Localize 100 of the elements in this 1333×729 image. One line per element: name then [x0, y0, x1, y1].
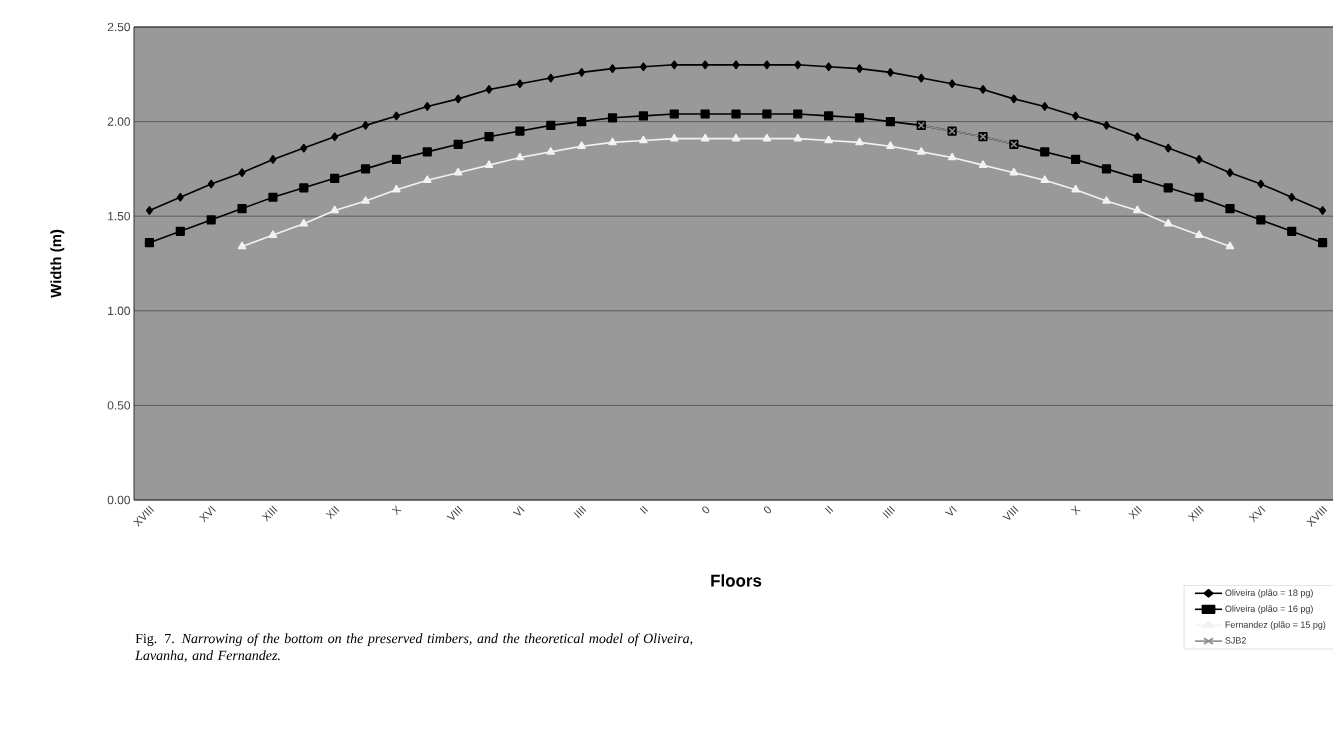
- x-tick-label: VIII: [1002, 505, 1019, 520]
- legend-label: Oliveira (plão = 18 pg): [1225, 589, 1313, 598]
- legend-label: Oliveira (plão = 16 pg): [1225, 605, 1313, 614]
- point: [731, 109, 741, 119]
- point: [1194, 192, 1204, 202]
- y-tick-label: 2.50: [107, 22, 131, 32]
- point: [886, 67, 894, 77]
- point: [700, 133, 710, 142]
- point: [485, 85, 493, 94]
- point: [1225, 204, 1235, 214]
- point: [546, 120, 556, 130]
- point: [1288, 192, 1296, 202]
- point: [1194, 230, 1204, 238]
- point: [206, 215, 216, 225]
- point: [824, 111, 834, 121]
- point: [1010, 94, 1018, 104]
- point: [670, 133, 679, 142]
- point: [268, 192, 278, 202]
- y-tick-label: 2.00: [107, 117, 131, 126]
- x-tick-label: XIII: [261, 505, 278, 522]
- point: [578, 67, 586, 77]
- point: [144, 238, 155, 248]
- y-tick-label: 1.00: [108, 306, 131, 316]
- x-tick-label: IIII: [882, 505, 895, 519]
- point: [422, 147, 432, 157]
- point: [454, 94, 462, 104]
- x-tick-label: VIII: [446, 505, 463, 520]
- point: [453, 139, 463, 149]
- x-tick-label: XVI: [1248, 505, 1266, 523]
- point: [762, 133, 772, 142]
- point: [1257, 179, 1265, 189]
- point: [1256, 215, 1266, 225]
- x-tick-label: X: [391, 505, 402, 516]
- point: [547, 73, 555, 83]
- y-tick-label: 0.00: [107, 495, 131, 505]
- point: [609, 64, 617, 74]
- point: [885, 116, 895, 127]
- point: [731, 133, 741, 142]
- point: [1072, 111, 1080, 121]
- point: [825, 62, 833, 72]
- point: [1040, 147, 1050, 157]
- point: [546, 147, 556, 155]
- point: [638, 111, 648, 121]
- x-tick-label: XIII: [1187, 505, 1204, 522]
- x-tick-label: XII: [1128, 505, 1142, 520]
- y-tick-label: 0.50: [107, 401, 131, 410]
- point: [516, 79, 524, 89]
- point: [1101, 164, 1112, 174]
- x-tick-label: 0: [763, 506, 771, 514]
- point: [700, 109, 710, 119]
- point: [1133, 205, 1142, 214]
- point: [793, 133, 803, 142]
- point: [361, 196, 370, 204]
- point: [732, 60, 740, 70]
- point: [391, 154, 402, 165]
- point: [423, 102, 431, 111]
- point: [176, 192, 184, 202]
- x-axis-title: Floors: [711, 574, 762, 587]
- point: [238, 168, 246, 178]
- point: [854, 113, 865, 123]
- point: [300, 143, 308, 153]
- point: [237, 241, 247, 250]
- point: [856, 64, 864, 74]
- point: [1071, 154, 1081, 165]
- point: [268, 230, 278, 238]
- point: [392, 111, 400, 121]
- point: [979, 85, 987, 94]
- point: [639, 135, 648, 144]
- point: [1133, 132, 1141, 142]
- point: [947, 152, 957, 161]
- point: [453, 167, 463, 176]
- point: [948, 79, 956, 89]
- point: [1102, 120, 1110, 130]
- point: [360, 164, 371, 174]
- x-tick-label: XII: [325, 505, 340, 520]
- point: [824, 135, 833, 144]
- x-tick-label: II: [639, 505, 649, 514]
- point: [762, 109, 772, 119]
- point: [1102, 196, 1111, 204]
- x-tick-label: XVI: [199, 505, 216, 523]
- point: [793, 109, 803, 119]
- legend-label: Fernandez (plão = 15 pg): [1225, 621, 1326, 630]
- point: [1041, 102, 1049, 111]
- point: [1164, 143, 1172, 153]
- point: [855, 137, 864, 146]
- point: [607, 113, 618, 123]
- point: [299, 218, 309, 227]
- x-tick-label: VI: [512, 505, 525, 516]
- point: [1319, 206, 1327, 215]
- point: [515, 126, 525, 136]
- point: [916, 147, 926, 155]
- legend-label: SJB2: [1225, 637, 1246, 644]
- point: [330, 173, 340, 183]
- point: [669, 109, 679, 119]
- point: [207, 179, 215, 189]
- point: [1287, 226, 1297, 236]
- x-tick-label: VI: [944, 505, 957, 516]
- y-tick-label: 1.50: [108, 211, 131, 221]
- point: [1225, 241, 1235, 250]
- point: [423, 175, 432, 184]
